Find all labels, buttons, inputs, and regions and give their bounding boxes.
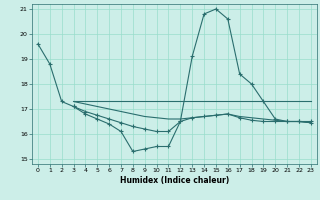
X-axis label: Humidex (Indice chaleur): Humidex (Indice chaleur) [120, 176, 229, 185]
